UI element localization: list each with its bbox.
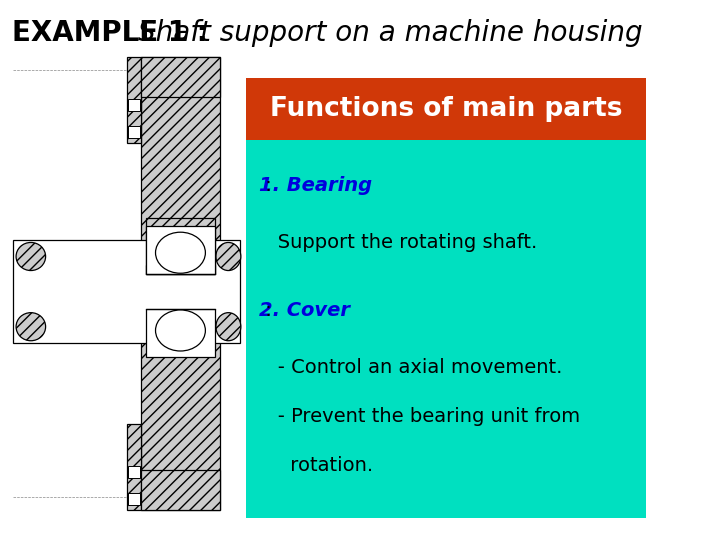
Bar [146, 226, 215, 274]
Text: 2. Cover: 2. Cover [259, 301, 350, 320]
Text: :: : [259, 176, 278, 195]
Bar [146, 265, 215, 274]
Bar [128, 466, 140, 478]
Bar [128, 126, 140, 138]
Bar [128, 493, 140, 505]
Text: - Prevent the bearing unit from: - Prevent the bearing unit from [259, 407, 580, 426]
Ellipse shape [16, 242, 45, 271]
Text: Functions of main parts: Functions of main parts [270, 96, 623, 123]
Ellipse shape [216, 242, 240, 271]
Text: 1. Bearing: 1. Bearing [259, 176, 372, 195]
Bar [127, 57, 141, 143]
Bar [146, 309, 215, 357]
Text: Support the rotating shaft.: Support the rotating shaft. [259, 233, 537, 252]
Ellipse shape [216, 313, 240, 341]
Circle shape [156, 310, 205, 351]
Bar [141, 57, 220, 510]
Bar [128, 99, 140, 111]
Text: rotation.: rotation. [259, 456, 374, 475]
Bar [246, 140, 647, 518]
Text: :: : [259, 301, 278, 320]
Bar [13, 240, 240, 343]
Bar [127, 424, 141, 510]
Bar [146, 218, 215, 274]
Text: - Control an axial movement.: - Control an axial movement. [259, 357, 562, 377]
Circle shape [156, 232, 205, 273]
Text: Shaft support on a machine housing: Shaft support on a machine housing [138, 19, 642, 47]
Text: EXAMPLE 1 :: EXAMPLE 1 : [12, 19, 217, 47]
Ellipse shape [16, 313, 45, 341]
Bar [246, 78, 647, 140]
Bar [141, 470, 220, 510]
Bar [141, 57, 220, 97]
